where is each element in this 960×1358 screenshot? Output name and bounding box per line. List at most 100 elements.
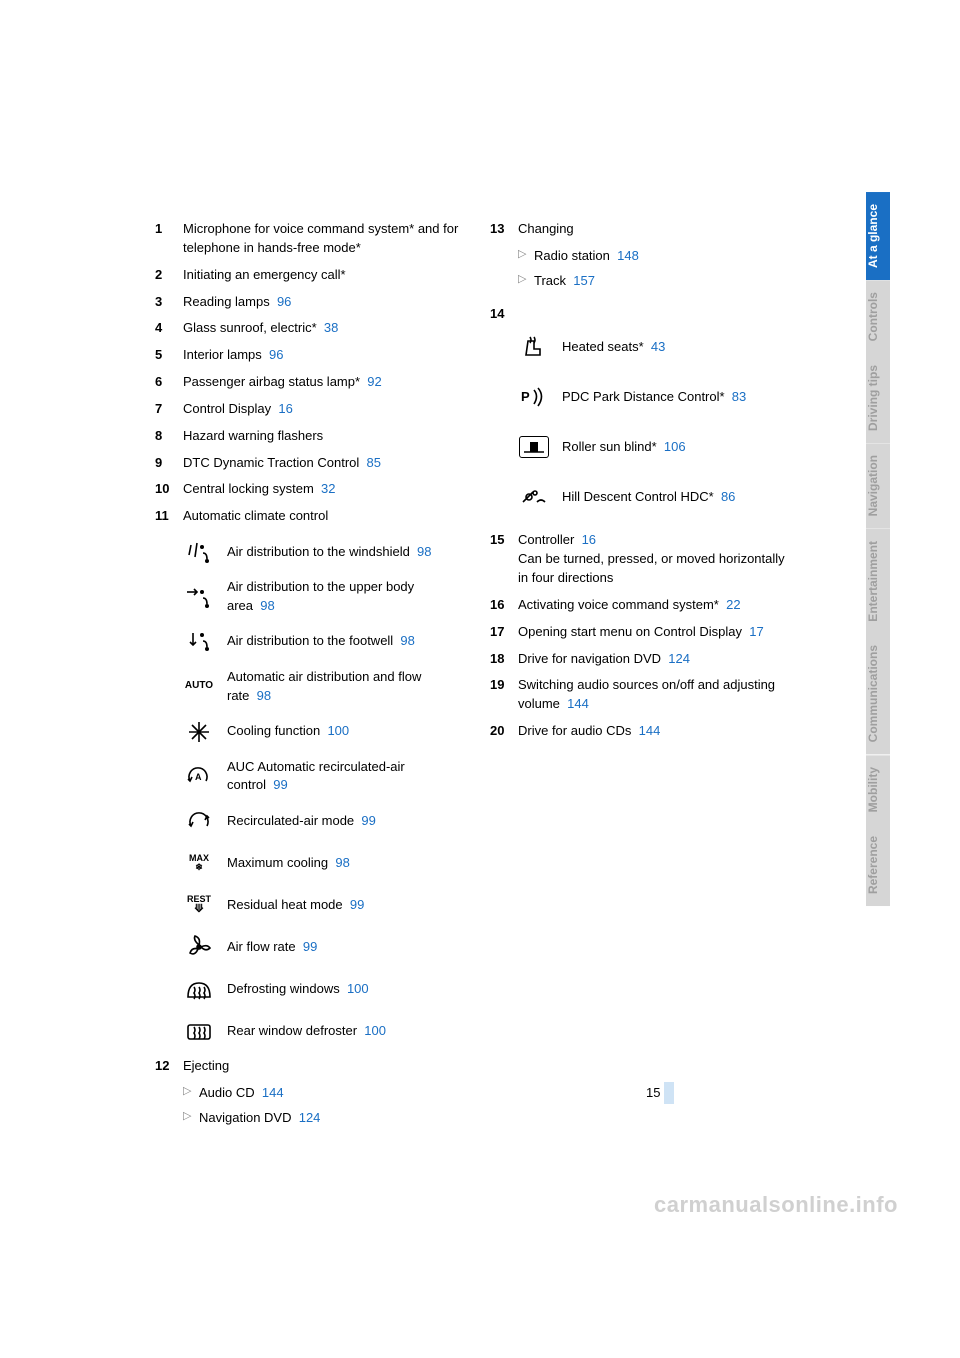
item-text: Controller 16Can be turned, pressed, or … [518,531,795,588]
item-text: Drive for audio CDs 144 [518,722,795,741]
list-item: 16 Activating voice command system* 22 [490,596,795,615]
item-text: Passenger airbag status lamp* 92 [183,373,460,392]
climate-row: Cooling function 100 [155,716,460,748]
list-item: 13 Changing [490,220,795,239]
item-number: 14 [490,305,518,324]
item-text: Opening start menu on Control Display 17 [518,623,795,642]
sub-item: ▷ Track 157 [490,272,795,291]
list-item: 15 Controller 16Can be turned, pressed, … [490,531,795,588]
feature-text: Roller sun blind* 106 [562,438,795,457]
climate-row: Rear window defroster 100 [155,1015,460,1047]
pdc-icon: P [518,383,550,411]
air-windshield-icon [183,538,215,566]
item-number: 7 [155,400,183,419]
tab-mobility[interactable]: Mobility [866,755,890,824]
feature-row: Heated seats* 43 [490,331,795,363]
climate-text: Cooling function 100 [227,722,460,741]
climate-row: Recirculated-air mode 99 [155,805,460,837]
climate-text: Air flow rate 99 [227,938,460,957]
list-item: 5 Interior lamps 96 [155,346,460,365]
climate-row: Air flow rate 99 [155,931,460,963]
page-number: 15 [646,1085,660,1100]
item-number: 12 [155,1057,183,1076]
item-number: 6 [155,373,183,392]
climate-text: AUC Automatic recirculated-air control 9… [227,758,460,796]
tab-communications[interactable]: Communications [866,633,890,754]
snowflake-icon [183,718,215,746]
climate-row: Air distribution to the footwell 98 [155,626,460,658]
climate-text: Maximum cooling 98 [227,854,460,873]
list-item: 18 Drive for navigation DVD 124 [490,650,795,669]
item-text: Ejecting [183,1057,460,1076]
defrost-front-icon [183,975,215,1003]
tab-entertainment[interactable]: Entertainment [866,529,890,634]
feature-row: Roller sun blind* 106 [490,431,795,463]
climate-text: Air distribution to the footwell 98 [227,632,460,651]
list-item: 1 Microphone for voice command system* a… [155,220,460,258]
climate-text: Automatic air distribution and flow rate… [227,668,460,706]
list-item: 11 Automatic climate control [155,507,460,526]
feature-text: PDC Park Distance Control* 83 [562,388,795,407]
climate-row: Air distribution to the windshield 98 [155,536,460,568]
item-number: 8 [155,427,183,446]
item-number: 2 [155,266,183,285]
feature-row: Hill Descent Control HDC* 86 [490,481,795,513]
item-number: 18 [490,650,518,669]
item-text: Switching audio sources on/off and adjus… [518,676,795,714]
item-text: Microphone for voice command system* and… [183,220,460,258]
triangle-icon: ▷ [518,272,534,291]
sub-item: ▷ Radio station 148 [490,247,795,266]
tab-at-a-glance[interactable]: At a glance [866,192,890,280]
item-text: Activating voice command system* 22 [518,596,795,615]
item-text: Control Display 16 [183,400,460,419]
item-number: 13 [490,220,518,239]
sub-item: ▷ Navigation DVD 124 [155,1109,460,1128]
item-number: 3 [155,293,183,312]
sub-item: ▷ Audio CD 144 [155,1084,460,1103]
list-item: 10 Central locking system 32 [155,480,460,499]
climate-row: REST⟱ Residual heat mode 99 [155,889,460,921]
item-text: Hazard warning flashers [183,427,460,446]
tab-reference[interactable]: Reference [866,824,890,906]
climate-row: Air distribution to the upper body area … [155,578,460,616]
air-footwell-icon [183,628,215,656]
list-item: 14 [490,305,795,324]
climate-text: Residual heat mode 99 [227,896,460,915]
tab-driving-tips[interactable]: Driving tips [866,353,890,443]
climate-row: MAX❄ Maximum cooling 98 [155,847,460,879]
triangle-icon: ▷ [183,1109,199,1128]
item-number: 11 [155,507,183,526]
climate-row: A AUC Automatic recirculated-air control… [155,758,460,796]
sub-text: Radio station 148 [534,247,795,266]
fan-icon [183,933,215,961]
list-item: 17 Opening start menu on Control Display… [490,623,795,642]
climate-text: Defrosting windows 100 [227,980,460,999]
item-number: 20 [490,722,518,741]
item-text: Automatic climate control [183,507,460,526]
list-item: 6 Passenger airbag status lamp* 92 [155,373,460,392]
right-column: 13 Changing ▷ Radio station 148 ▷ Track … [490,220,795,1134]
item-number: 10 [155,480,183,499]
rest-icon: REST⟱ [183,891,215,919]
tab-controls[interactable]: Controls [866,280,890,353]
item-number: 15 [490,531,518,588]
climate-row: Defrosting windows 100 [155,973,460,1005]
page-number-bar [664,1082,674,1104]
item-number: 17 [490,623,518,642]
defrost-rear-icon [183,1017,215,1045]
item-number: 19 [490,676,518,714]
auc-icon: A [183,762,215,790]
item-text: Central locking system 32 [183,480,460,499]
list-item: 4 Glass sunroof, electric* 38 [155,319,460,338]
feature-text: Heated seats* 43 [562,338,795,357]
triangle-icon: ▷ [183,1084,199,1103]
item-text: Drive for navigation DVD 124 [518,650,795,669]
item-text: Changing [518,220,795,239]
climate-text: Air distribution to the windshield 98 [227,543,460,562]
max-icon: MAX❄ [183,849,215,877]
item-text: Interior lamps 96 [183,346,460,365]
sub-text: Audio CD 144 [199,1084,460,1103]
hdc-icon [518,483,550,511]
item-text: DTC Dynamic Traction Control 85 [183,454,460,473]
tab-navigation[interactable]: Navigation [866,443,890,528]
